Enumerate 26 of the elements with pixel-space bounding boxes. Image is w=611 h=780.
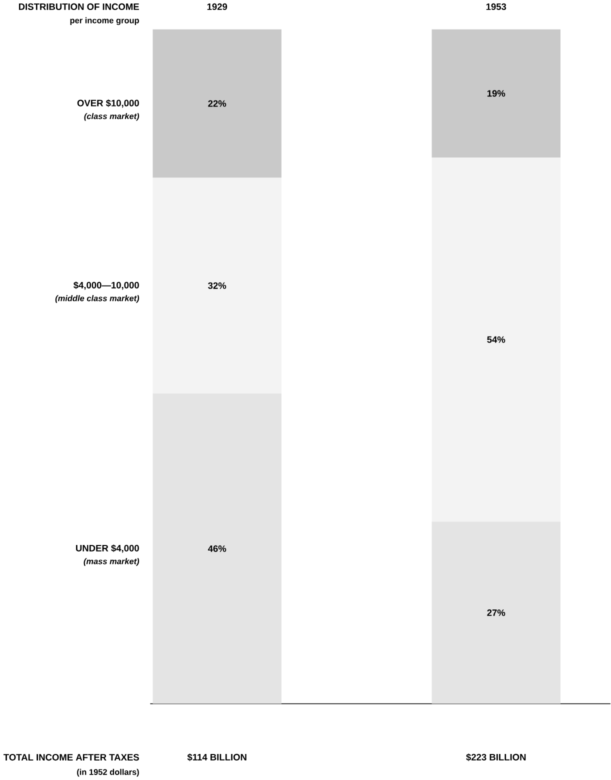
text: TOTAL INCOME AFTER TAXES — [4, 754, 140, 761]
x-tick-label: 1953 — [486, 3, 506, 10]
text: (mass market) — [84, 558, 140, 566]
bar — [152, 29, 282, 178]
bar — [152, 178, 282, 394]
chart-subtitle: per income group — [70, 17, 140, 25]
data-label: 22% — [208, 100, 226, 107]
series-label: $4,000—10,000 — [74, 281, 140, 290]
text: (in 1952 dollars) — [77, 768, 140, 777]
text: (class market) — [84, 113, 140, 121]
bar — [432, 522, 561, 704]
bar — [432, 29, 561, 158]
bar — [432, 158, 561, 522]
series-label: UNDER $4,000 — [76, 544, 140, 553]
bar — [152, 394, 282, 704]
text: (middle class market) — [55, 295, 140, 303]
chart-title: DISTRIBUTION OF INCOME — [19, 3, 140, 10]
text: $114 BILLION — [187, 754, 246, 762]
data-label: 32% — [208, 282, 226, 289]
series-label: OVER $10,000 — [77, 99, 140, 108]
x-tick-label: 1929 — [207, 3, 228, 10]
data-label: 19% — [488, 90, 506, 97]
data-label: 46% — [208, 545, 226, 552]
data-label: 27% — [487, 609, 506, 616]
data-label: 54% — [487, 336, 506, 343]
text: $223 BILLION — [466, 754, 526, 762]
